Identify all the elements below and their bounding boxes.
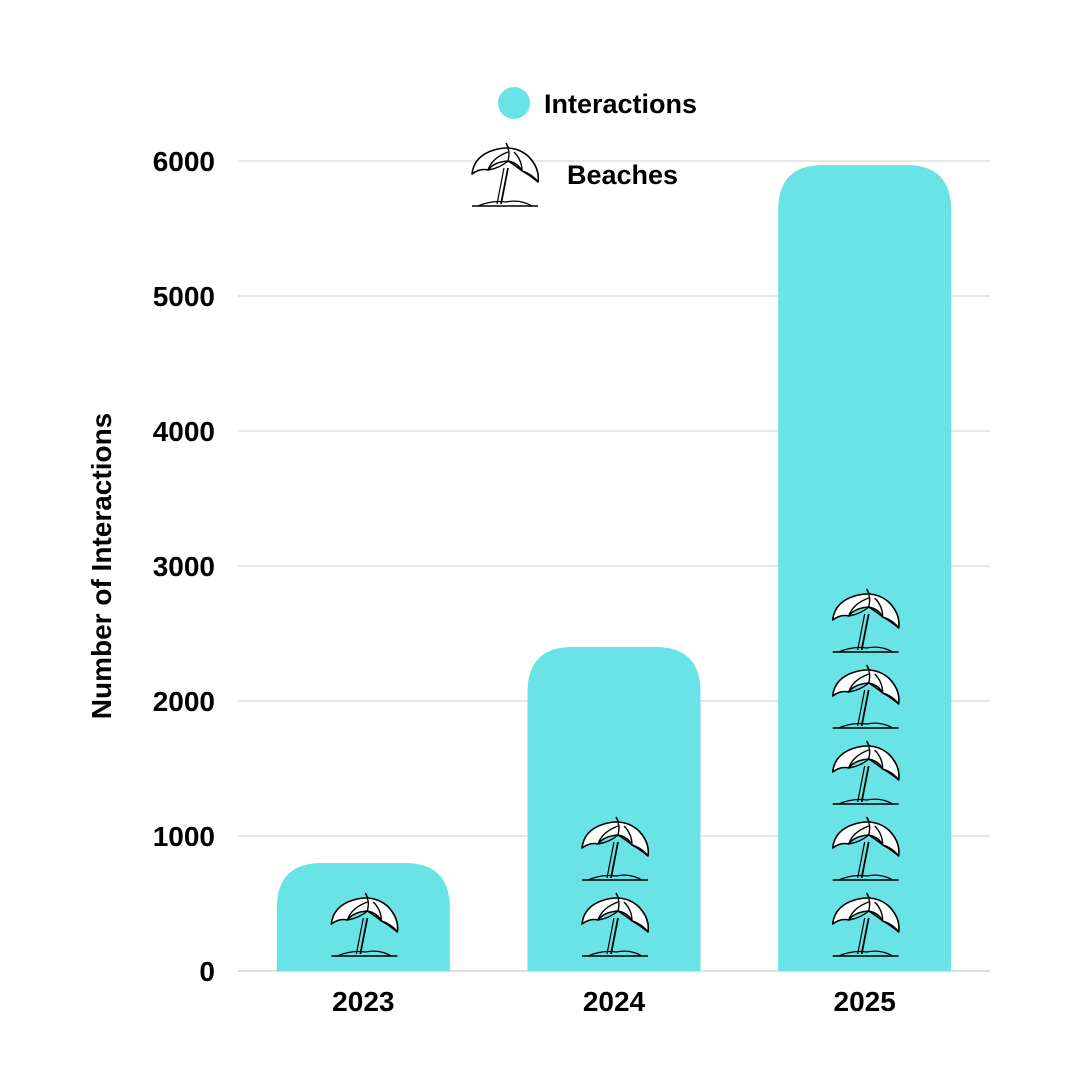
bars	[276, 165, 952, 972]
legend-interactions-marker	[498, 87, 530, 119]
y-axis-label: Number of Interactions	[86, 413, 117, 719]
legend-interactions-label: Interactions	[544, 89, 697, 119]
bar-2024	[527, 647, 701, 971]
beach-umbrella-icon	[471, 142, 540, 207]
x-tick-label: 2025	[834, 986, 896, 1017]
x-tick-label: 2024	[583, 986, 646, 1017]
y-tick-label: 6000	[153, 146, 215, 177]
y-tick-label: 4000	[153, 416, 215, 447]
x-axis-ticks: 2023 2024 2025	[332, 986, 896, 1017]
x-tick-label: 2023	[332, 986, 394, 1017]
y-tick-label: 3000	[153, 551, 215, 582]
y-tick-label: 5000	[153, 281, 215, 312]
y-tick-label: 2000	[153, 686, 215, 717]
bar-2023	[276, 863, 450, 971]
legend-beaches-label: Beaches	[567, 160, 678, 190]
y-tick-label: 1000	[153, 821, 215, 852]
y-axis-ticks: 0 1000 2000 3000 4000 5000 6000	[153, 146, 215, 987]
y-tick-label: 0	[199, 956, 215, 987]
legend: Interactions Beaches	[471, 87, 697, 207]
bar-2025	[778, 165, 952, 972]
